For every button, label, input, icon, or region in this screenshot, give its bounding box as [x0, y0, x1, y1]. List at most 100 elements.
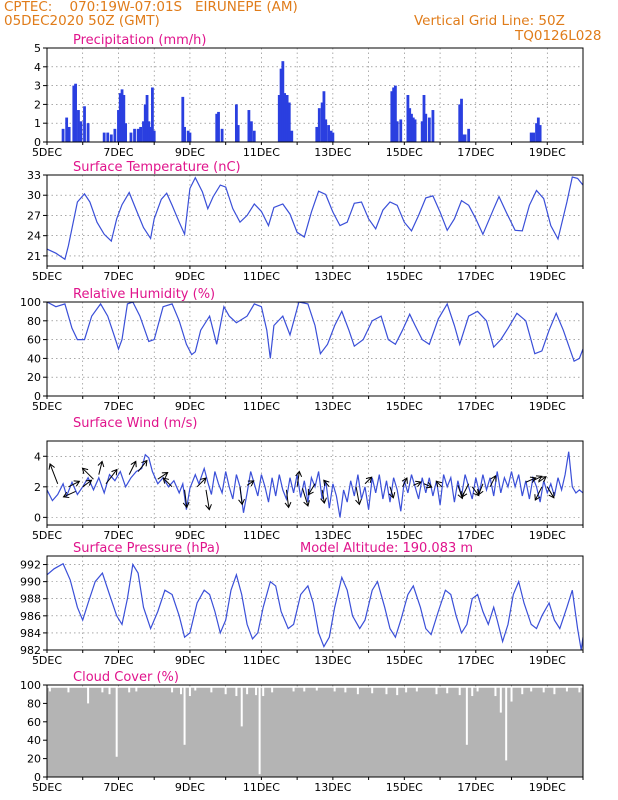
wind-arrow-head [529, 476, 537, 483]
precip-bar [106, 132, 110, 142]
cloud-cover-dip [246, 686, 249, 695]
precip-bar [408, 108, 412, 142]
header-station: CPTEC: 070:19W-07:01S EIRUNEPE (AM) [4, 0, 298, 15]
x-tick-label: 13DEC [314, 270, 351, 283]
precip-bar [529, 132, 533, 142]
y-tick-label: 20 [27, 371, 41, 384]
precip-bar [461, 134, 465, 142]
precip-bar [399, 119, 403, 142]
wind-arrow [246, 480, 254, 486]
x-tick-label: 13DEC [314, 781, 351, 794]
x-tick-label: 5DEC [32, 146, 62, 159]
precip-bar [124, 123, 128, 142]
y-tick-label: 100 [20, 296, 41, 309]
panel-title: Surface Wind (m/s) [73, 416, 197, 431]
wind-arrow-head [295, 470, 303, 477]
y-tick-label: 4 [34, 61, 41, 74]
panel-frame [46, 174, 584, 267]
y-tick-label: 5 [34, 42, 41, 55]
y-tick-label: 988 [20, 593, 41, 606]
precip-bar [120, 89, 124, 142]
wind-arrow [63, 490, 76, 498]
wind-arrow-head [141, 459, 148, 467]
x-tick-label: 7DEC [103, 654, 133, 667]
wind-arrow [534, 486, 543, 501]
wind-arrow-head [307, 488, 314, 496]
cloud-cover-dip [194, 686, 197, 691]
x-tick-label: 9DEC [175, 400, 205, 413]
precip-bar [390, 91, 394, 142]
precip-bar [113, 128, 117, 142]
cloud-cover-dip [542, 686, 545, 693]
precip-bar [67, 126, 71, 142]
wind-arrow-head [48, 463, 55, 470]
precip-bar [181, 96, 185, 142]
precip-bar [406, 95, 410, 142]
precip-bar [324, 119, 328, 142]
cloud-cover-dip [101, 686, 104, 693]
precip-bar [422, 95, 426, 142]
x-tick-label: 9DEC [175, 146, 205, 159]
precip-bar [327, 125, 330, 142]
wind-arrow-head [97, 460, 105, 468]
x-tick-label: 9DEC [175, 529, 205, 542]
precip-bar [317, 108, 321, 142]
x-tick-label: 15DEC [386, 146, 423, 159]
x-tick-label: 9DEC [175, 270, 205, 283]
series-line [47, 302, 583, 363]
wind-arrow [105, 469, 118, 485]
precip-bar [279, 68, 283, 142]
cloud-cover-dip [303, 686, 306, 692]
header-gridline: Vertical Grid Line: 50Z [414, 13, 565, 29]
precip-bar [118, 93, 122, 142]
precip-bar [427, 117, 431, 142]
y-tick-label: 0 [34, 771, 41, 784]
y-tick-label: 2 [34, 98, 41, 111]
cloud-cover-dip [292, 686, 295, 692]
precip-bar [65, 117, 69, 142]
cloud-cover-dip [371, 686, 374, 694]
wind-arrow [546, 486, 555, 499]
precip-bar [467, 128, 471, 142]
cloud-cover-dip [356, 686, 359, 695]
precip-bar [122, 95, 126, 142]
x-tick-label: 11DEC [243, 781, 280, 794]
wind-arrow-head [303, 500, 310, 507]
cloud-cover-area [47, 687, 583, 777]
precip-bar [215, 113, 219, 142]
wind-arrow [137, 460, 148, 472]
wind-arrow [389, 486, 394, 498]
x-tick-label: 13DEC [314, 400, 351, 413]
wind-arrow-head [435, 480, 443, 488]
y-tick-label: 992 [20, 559, 41, 572]
precip-bar [287, 102, 291, 142]
wind-arrow-head [355, 498, 362, 506]
wind-arrow [355, 486, 360, 505]
cloud-cover-dip [67, 686, 70, 693]
precip-bar [133, 128, 136, 142]
precip-bar [277, 95, 281, 142]
cloud-cover-dip [465, 686, 468, 745]
wind-arrow [205, 489, 210, 510]
wind-arrow-head [85, 479, 93, 486]
precip-bar [102, 132, 106, 142]
y-tick-label: 0 [34, 511, 41, 524]
precip-bar [79, 121, 83, 142]
y-tick-label: 0 [34, 390, 41, 403]
y-tick-label: 100 [20, 679, 41, 692]
precip-bar [86, 123, 90, 142]
y-tick-label: 20 [27, 753, 41, 766]
panel-title: Surface Pressure (hPa) [73, 541, 220, 556]
precip-bar [249, 121, 253, 142]
precip-bar [220, 128, 224, 142]
wind-arrow [82, 467, 94, 480]
cloud-cover-dip [210, 686, 213, 693]
wind-arrow-head [320, 497, 327, 505]
wind-arrow-head [535, 475, 543, 482]
wind-arrow-head [81, 467, 89, 474]
cloud-cover-dip [578, 686, 581, 693]
precip-bar [395, 121, 399, 142]
wind-arrow-head [182, 501, 190, 509]
y-tick-label: 986 [20, 610, 41, 623]
precip-bar [431, 110, 435, 142]
